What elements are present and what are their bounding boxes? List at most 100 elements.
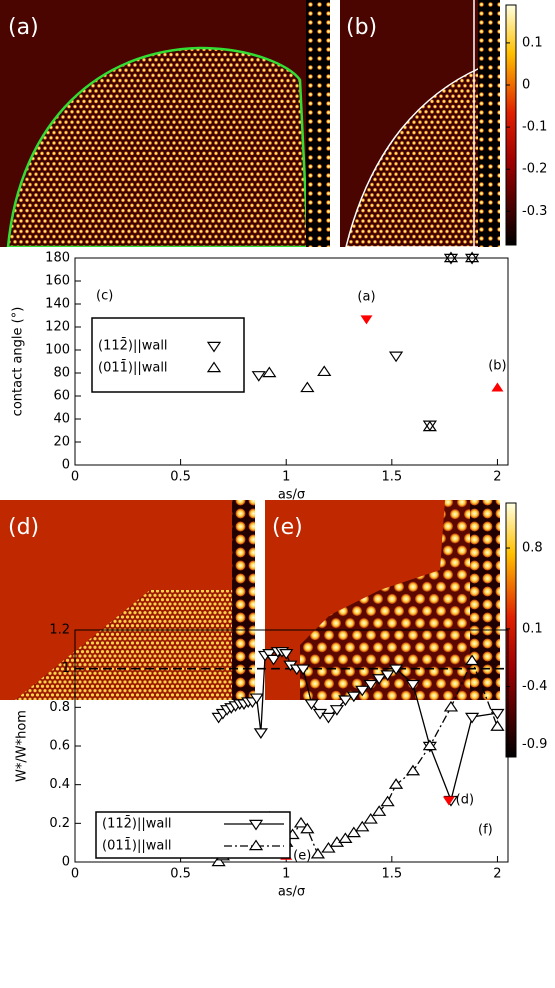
marker xyxy=(346,691,361,703)
marker xyxy=(355,820,370,832)
x-axis-label: as/σ xyxy=(278,488,305,503)
marker xyxy=(490,720,505,731)
y-tick-label: 180 xyxy=(45,251,70,266)
marker xyxy=(380,670,395,681)
y-tick-label: 0 xyxy=(62,458,70,473)
marker xyxy=(293,816,309,828)
x-tick-label: 0.5 xyxy=(170,470,191,485)
marker xyxy=(388,664,404,676)
y-tick-label: 1 xyxy=(62,661,70,676)
marker xyxy=(266,654,281,666)
marker xyxy=(317,365,332,377)
legend-box xyxy=(91,317,245,393)
image-a xyxy=(0,0,330,247)
highlight-label: (a) xyxy=(357,289,375,304)
marker xyxy=(405,764,421,776)
y-tick-label: 20 xyxy=(53,435,70,450)
x-tick-label: 2 xyxy=(493,470,501,485)
marker xyxy=(321,841,336,853)
y-tick-label: 0.6 xyxy=(49,739,70,754)
y-tick-label: 0 xyxy=(62,855,70,870)
legend-marker xyxy=(206,361,222,373)
plot-frame xyxy=(74,257,509,466)
y-tick-label: 0.2 xyxy=(49,816,70,831)
x-tick-label: 1.5 xyxy=(381,470,402,485)
colorbar-tick-label: 0.1 xyxy=(522,621,543,636)
marker xyxy=(304,699,319,710)
highlight-label: (e) xyxy=(293,849,311,864)
marker xyxy=(490,708,505,720)
marker xyxy=(372,805,387,816)
marker xyxy=(443,251,459,263)
marker xyxy=(422,420,437,432)
marker xyxy=(338,695,353,707)
image-d xyxy=(0,500,255,700)
colorbar-tick-label: -0.2 xyxy=(522,162,547,177)
y-tick-label: 60 xyxy=(53,389,70,404)
y-axis-label: W*/W*hom xyxy=(15,710,30,782)
marker xyxy=(380,795,395,807)
y-tick-label: 0.4 xyxy=(49,777,70,792)
panel-label: (f) xyxy=(478,823,493,838)
legend-box xyxy=(95,811,291,859)
colorbar-tick-label: -0.9 xyxy=(522,737,547,752)
marker xyxy=(422,739,437,751)
marker xyxy=(346,826,361,838)
marker xyxy=(464,654,480,666)
colorbar-tick-label: 0.1 xyxy=(522,35,543,50)
marker xyxy=(251,371,266,382)
x-tick-label: 0 xyxy=(71,470,79,485)
marker xyxy=(279,649,294,660)
legend-marker xyxy=(248,839,264,851)
highlight-label: (d) xyxy=(456,793,474,808)
highlight-marker xyxy=(442,796,455,806)
marker xyxy=(443,253,459,265)
marker xyxy=(300,381,315,393)
colorbar-tick-label: -0.1 xyxy=(522,120,547,135)
marker xyxy=(338,832,353,843)
marker xyxy=(355,685,370,697)
marker xyxy=(300,822,315,834)
marker xyxy=(405,679,421,691)
y-tick-label: 1.2 xyxy=(49,623,70,638)
colorbar xyxy=(505,4,517,246)
marker xyxy=(464,712,480,724)
marker xyxy=(310,847,326,859)
x-tick-label: 0 xyxy=(71,867,79,882)
legend-label: (112̄)||wall xyxy=(98,338,168,353)
image-b xyxy=(340,0,500,247)
y-axis-label: contact angle (°) xyxy=(11,307,26,417)
panel-label: (b) xyxy=(346,15,377,40)
marker xyxy=(363,679,378,691)
marker xyxy=(262,649,277,660)
image-e xyxy=(265,500,500,700)
y-tick-label: 80 xyxy=(53,366,70,381)
marker xyxy=(211,855,226,867)
legend-marker xyxy=(206,341,222,353)
y-tick-label: 140 xyxy=(45,297,70,312)
marker xyxy=(329,705,345,716)
legend-label: (011̄)||wall xyxy=(98,360,168,375)
legend-label: (011̄)||wall xyxy=(102,838,172,853)
colorbar-tick-label: 0 xyxy=(522,78,530,93)
x-tick-label: 2 xyxy=(493,867,501,882)
colorbar-tick-label: 0.8 xyxy=(522,541,543,556)
legend-marker xyxy=(248,819,264,831)
y-tick-label: 160 xyxy=(45,274,70,289)
y-tick-label: 40 xyxy=(53,412,70,427)
highlight-marker xyxy=(360,315,373,325)
panel-label: (a) xyxy=(8,15,39,40)
panel-label: (d) xyxy=(8,515,39,540)
x-tick-label: 1 xyxy=(282,867,290,882)
marker xyxy=(321,712,336,724)
x-tick-label: 1 xyxy=(282,470,290,485)
marker xyxy=(363,812,378,824)
legend-label: (112̄)||wall xyxy=(102,816,172,831)
marker xyxy=(388,778,404,789)
x-tick-label: 1.5 xyxy=(381,867,402,882)
colorbar-tick-label: -0.3 xyxy=(522,204,547,219)
marker xyxy=(464,253,480,265)
marker xyxy=(443,700,459,712)
y-tick-label: 0.8 xyxy=(49,700,70,715)
